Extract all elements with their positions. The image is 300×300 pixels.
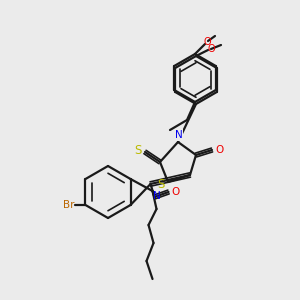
- Text: O: O: [171, 187, 180, 197]
- Text: S: S: [157, 178, 165, 191]
- Text: O: O: [207, 44, 215, 54]
- Text: O: O: [215, 145, 223, 155]
- Text: S: S: [134, 145, 142, 158]
- Text: N: N: [153, 191, 160, 201]
- Text: N: N: [175, 130, 183, 140]
- Text: Br: Br: [63, 200, 74, 210]
- Text: N: N: [175, 130, 183, 140]
- Text: O: O: [203, 37, 211, 47]
